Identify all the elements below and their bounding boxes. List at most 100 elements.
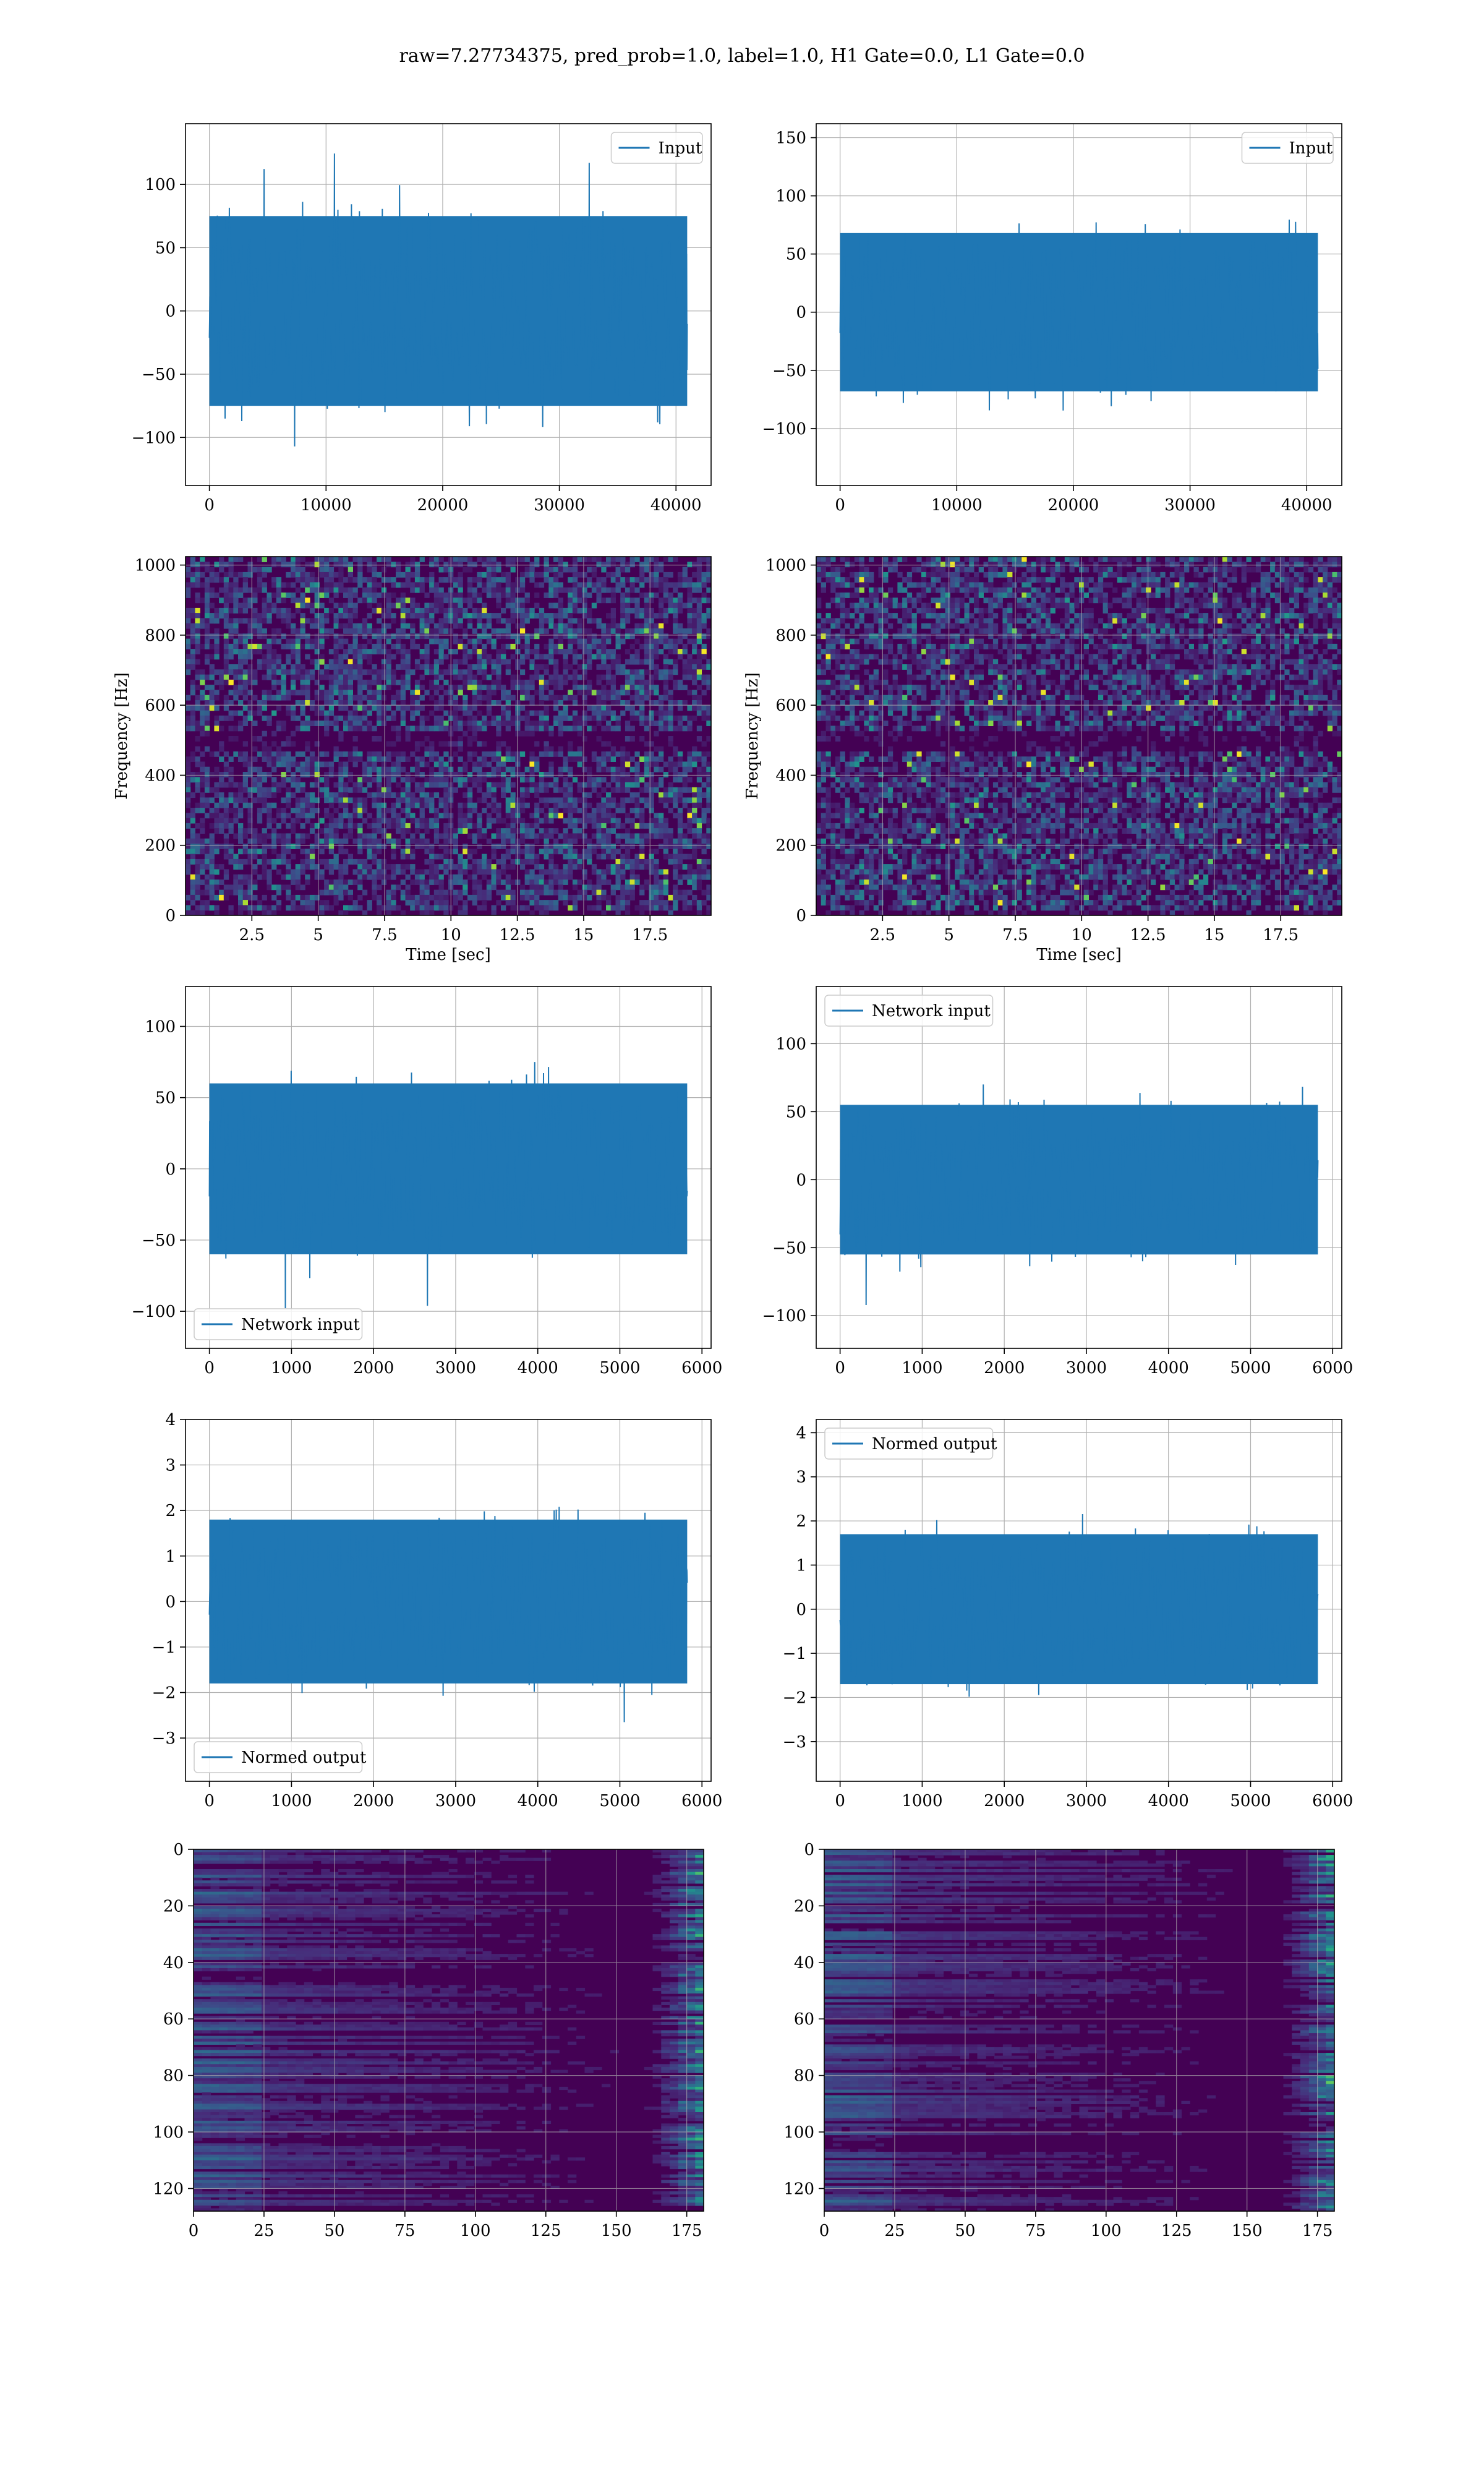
x-axis-label: Time [sec] xyxy=(1036,946,1122,964)
y-tick-label: −2 xyxy=(783,1689,806,1707)
legend: Input xyxy=(610,132,703,164)
x-tick-label: 100 xyxy=(460,2222,491,2240)
x-tick-label: 5000 xyxy=(1230,1792,1271,1810)
y-tick-label: 80 xyxy=(794,2067,814,2086)
y-tick-label: 0 xyxy=(165,302,176,321)
plot-area xyxy=(186,1419,711,1781)
y-tick-label: 100 xyxy=(145,176,176,194)
y-tick-label: 3 xyxy=(165,1457,176,1475)
x-tick-label: 10000 xyxy=(931,496,983,515)
plot-area xyxy=(186,124,711,486)
y-tick-label: 150 xyxy=(775,129,806,148)
plot-area xyxy=(186,987,711,1348)
y-tick-label: 50 xyxy=(786,246,806,264)
axes-frame xyxy=(816,1419,1342,1782)
y-tick-label: 60 xyxy=(794,2010,814,2029)
x-tick-label: 6000 xyxy=(681,1792,722,1810)
axes-frame xyxy=(185,986,712,1349)
x-tick-label: 75 xyxy=(394,2222,415,2240)
series-line-network-input xyxy=(839,1084,1319,1306)
x-tick-label: 175 xyxy=(672,2222,702,2240)
x-tick-label: 10 xyxy=(441,926,461,944)
y-tick-label: −2 xyxy=(152,1684,176,1703)
y-tick-label: −100 xyxy=(762,1307,806,1325)
x-tick-label: 30000 xyxy=(534,496,585,515)
legend-label: Input xyxy=(1289,139,1333,158)
x-tick-label: 2.5 xyxy=(239,926,265,944)
x-tick-label: 0 xyxy=(189,2222,199,2240)
y-tick-label: 200 xyxy=(775,837,806,855)
x-tick-label: 2000 xyxy=(984,1359,1025,1377)
y-tick-label: 50 xyxy=(155,1089,176,1108)
y-tick-label: 0 xyxy=(173,1841,184,1859)
x-tick-label: 150 xyxy=(601,2222,632,2240)
y-tick-label: −1 xyxy=(783,1645,806,1663)
subplot-netin_l1: 0 1000 2000 3000 4000 5000 6000 −100 −50 0 50 100 Ne… xyxy=(762,986,1353,1377)
legend-label: Input xyxy=(659,139,702,158)
x-tick-label: 175 xyxy=(1302,2222,1333,2240)
axes-frame xyxy=(185,123,712,486)
axes-frame xyxy=(816,123,1342,486)
x-tick-label: 0 xyxy=(835,1792,845,1810)
x-tick-label: 15 xyxy=(1204,926,1224,944)
y-tick-label: 2 xyxy=(165,1502,176,1520)
y-tick-label: 800 xyxy=(775,627,806,645)
y-tick-label: 400 xyxy=(145,766,176,785)
y-tick-label: 0 xyxy=(796,304,806,322)
legend-box xyxy=(610,132,703,164)
figure-title: raw=7.27734375, pred_prob=1.0, label=1.0… xyxy=(399,45,1085,67)
grid-lines xyxy=(816,557,1342,915)
x-tick-label: 0 xyxy=(204,496,215,515)
y-tick-label: 100 xyxy=(153,2123,184,2142)
x-axis-label: Time [sec] xyxy=(406,946,491,964)
y-tick-label: −100 xyxy=(762,420,806,439)
x-tick-label: 75 xyxy=(1025,2222,1046,2240)
legend-box xyxy=(824,1427,994,1460)
x-tick-label: 25 xyxy=(884,2222,905,2240)
y-tick-label: 0 xyxy=(796,1171,806,1189)
y-tick-label: 50 xyxy=(786,1103,806,1121)
x-tick-label: 3000 xyxy=(435,1359,476,1377)
y-tick-label: 20 xyxy=(794,1897,814,1915)
x-tick-label: 15 xyxy=(573,926,594,944)
axes-frame xyxy=(185,1419,712,1782)
y-tick-label: 800 xyxy=(145,627,176,645)
x-tick-label: 3000 xyxy=(1066,1792,1107,1810)
y-tick-label: 0 xyxy=(804,1841,814,1859)
subplot-normed_l1: 0 1000 2000 3000 4000 5000 6000 −3 −2 −1 0 1 2 3 4 Norm… xyxy=(783,1419,1353,1810)
x-tick-label: 3000 xyxy=(435,1792,476,1810)
subplot-spec_h1: 2.5 5 7.5 10 12.5 15 17.5 0 200 400 600 800 1000 Time… xyxy=(113,556,712,964)
x-tick-label: 20000 xyxy=(1048,496,1099,515)
y-tick-label: 100 xyxy=(775,187,806,206)
x-tick-label: 6000 xyxy=(1312,1359,1353,1377)
x-tick-label: 40000 xyxy=(1281,496,1333,515)
x-tick-label: 12.5 xyxy=(1130,926,1166,944)
subplot-spec_l1: 2.5 5 7.5 10 12.5 15 17.5 0 200 400 600 800 1000 Time… xyxy=(743,556,1342,964)
x-tick-label: 5 xyxy=(313,926,323,944)
x-tick-label: 1000 xyxy=(902,1359,942,1377)
x-tick-label: 50 xyxy=(955,2222,975,2240)
x-tick-label: 5000 xyxy=(599,1792,640,1810)
grid-lines xyxy=(824,1849,1334,2211)
subplot-feat_l1: 0 25 50 75 100 125 150 175 0 20 40 60 80 100 120 xyxy=(783,1841,1335,2240)
legend-label: Network input xyxy=(872,1002,991,1021)
y-tick-label: −50 xyxy=(772,1239,806,1257)
subplot-normed_h1: 0 1000 2000 3000 4000 5000 6000 −3 −2 −1 0 1 2 3 4 Norm… xyxy=(152,1411,723,1810)
legend: Input xyxy=(1241,132,1334,164)
legend-box xyxy=(1241,132,1334,164)
subplot-feat_h1: 0 25 50 75 100 125 150 175 0 20 40 60 80 100 120 xyxy=(153,1841,704,2240)
legend: Network input xyxy=(824,995,994,1027)
legend: Normed output xyxy=(194,1741,367,1773)
x-tick-label: 2000 xyxy=(984,1792,1025,1810)
y-tick-label: 4 xyxy=(796,1424,806,1442)
y-axis-label: Frequency [Hz] xyxy=(113,672,131,800)
y-tick-label: 0 xyxy=(165,1160,176,1179)
axes-frame xyxy=(193,1849,704,2212)
subplots-grid: 0 10000 20000 30000 40000−100−50050100Input0… xyxy=(113,123,1353,2240)
x-tick-label: 5 xyxy=(944,926,954,944)
legend-label: Network input xyxy=(241,1316,360,1334)
axes-frame xyxy=(185,556,712,916)
y-tick-label: 1 xyxy=(165,1547,176,1566)
y-axis-label: Frequency [Hz] xyxy=(743,672,762,800)
y-tick-label: 100 xyxy=(783,2123,814,2142)
